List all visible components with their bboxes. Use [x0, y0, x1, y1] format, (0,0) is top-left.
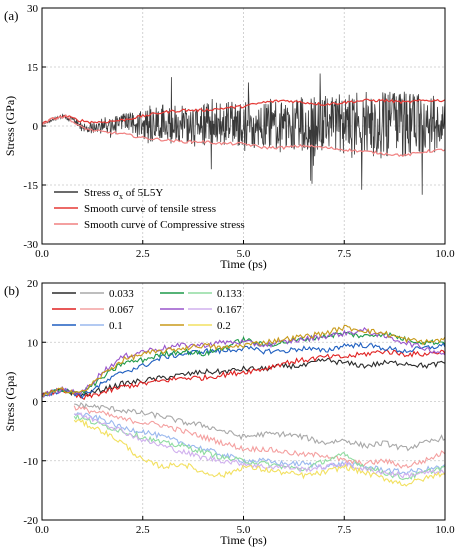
series-line-1 [41, 98, 446, 125]
legend-label: Smooth curve of tensile stress [84, 203, 216, 215]
y-axis-label: Stress (Gpa) [3, 372, 17, 432]
series-group [41, 73, 446, 195]
legend-label: 0.1 [109, 320, 123, 332]
series-line-0 [41, 357, 446, 399]
y-tick-label: 0 [33, 121, 39, 133]
x-tick-label: 5.0 [237, 248, 251, 260]
series-line-10 [41, 324, 446, 397]
legend-label: 0.2 [217, 320, 231, 332]
x-tick-label: 0.0 [35, 248, 49, 260]
x-axis-label: Time (ps) [220, 533, 267, 547]
y-tick-label: -15 [23, 180, 38, 192]
y-tick-label: -30 [23, 239, 38, 251]
series-line-11 [73, 419, 446, 487]
ticks: 0.0 2.5 5.0 7.5 10.0 -30 -15 0 15 30 [23, 3, 455, 260]
series-line-8 [41, 326, 446, 399]
y-axis-label: Stress (GPa) [3, 96, 17, 156]
series-line-1 [74, 401, 446, 452]
y-tick-label: 10 [27, 337, 39, 349]
chart-panel-a: 0.0 2.5 5.0 7.5 10.0 -30 -15 0 15 30 Time (ps) Stre… [3, 3, 455, 271]
panel-label: (b) [4, 283, 19, 298]
x-tick-label: 0.0 [35, 524, 49, 536]
ticks: 0.0 2.5 5.0 7.5 10.0 -20 -10 0 10 20 [23, 278, 455, 536]
y-tick-label: -10 [23, 456, 38, 468]
chart-panel-b: 0.0 2.5 5.0 7.5 10.0 -20 -10 0 10 20 Time (ps) Stre… [3, 278, 455, 547]
y-tick-label: -20 [23, 515, 38, 527]
x-tick-label: 7.5 [337, 248, 351, 260]
legend-label: 0.167 [217, 304, 242, 316]
series-line-3 [73, 405, 446, 469]
legend-label: 0.033 [109, 288, 134, 300]
y-tick-label: 15 [27, 62, 39, 74]
y-tick-label: 30 [27, 3, 39, 15]
x-tick-label: 10.0 [435, 248, 455, 260]
legend: 0.033 0.067 0.1 0.133 0.167 0.2 [52, 288, 242, 332]
y-tick-label: 0 [33, 397, 39, 409]
series-group [41, 324, 446, 487]
legend: Stress σx of 5L5Y Smooth curve of tensile… [54, 187, 245, 231]
grid [42, 283, 445, 520]
x-tick-label: 2.5 [136, 524, 150, 536]
panel-label: (a) [4, 8, 18, 23]
x-tick-label: 5.0 [237, 524, 251, 536]
legend-label: 0.133 [217, 288, 242, 300]
x-axis-label: Time (ps) [220, 257, 267, 271]
series-line-2 [41, 113, 446, 158]
x-tick-label: 10.0 [435, 524, 455, 536]
y-tick-label: 20 [27, 278, 39, 290]
series-line-2 [41, 349, 446, 401]
legend-label: Stress σx of 5L5Y [84, 187, 163, 201]
x-tick-label: 2.5 [136, 248, 150, 260]
series-line-9 [74, 412, 446, 479]
legend-label: 0.067 [109, 304, 134, 316]
x-tick-label: 7.5 [337, 524, 351, 536]
series-line-raw-stress [41, 73, 446, 195]
legend-label: Smooth curve of Compressive stress [84, 219, 245, 231]
